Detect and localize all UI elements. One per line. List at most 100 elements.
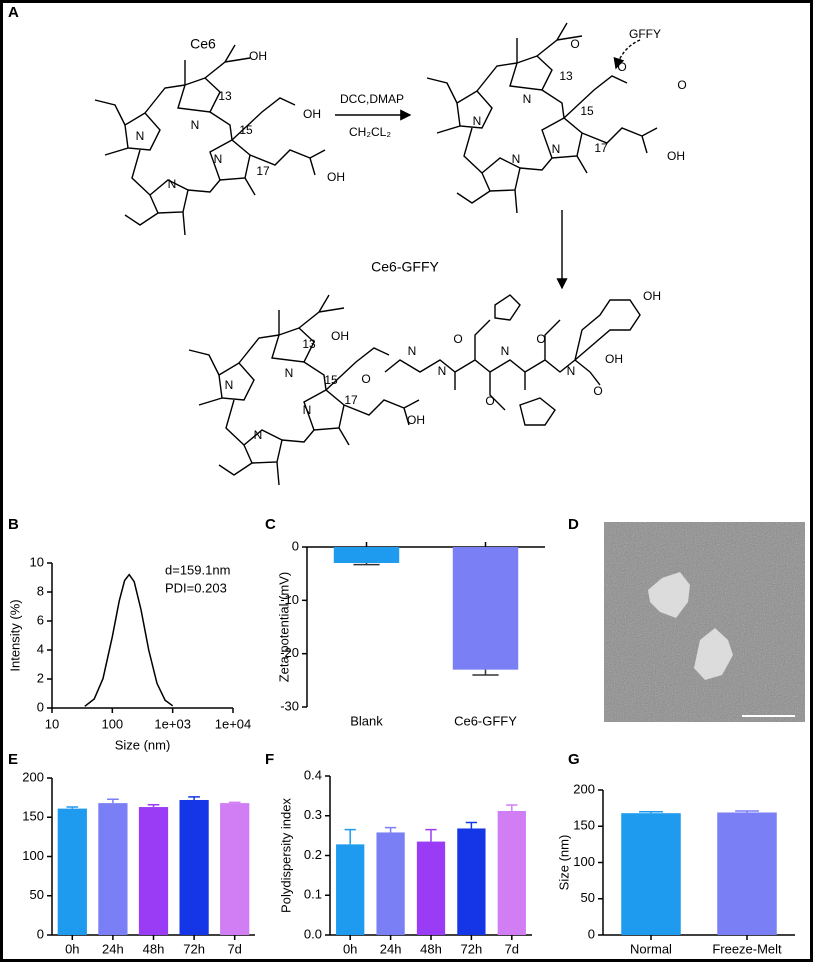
bond <box>456 190 491 204</box>
x-tick-label: Blank <box>350 713 383 728</box>
panel-label: E <box>8 751 18 768</box>
atom-label: 13 <box>302 337 316 351</box>
bond <box>281 429 315 443</box>
bond <box>231 97 296 141</box>
y-tick-label: 200 <box>573 781 595 796</box>
y-tick-label: 0.4 <box>304 767 322 782</box>
atom-label: 13 <box>218 89 232 103</box>
y-tick-label: 10 <box>30 554 44 569</box>
panel-label: B <box>8 516 19 533</box>
bar <box>57 808 87 935</box>
particle <box>648 572 690 618</box>
atom-label: 15 <box>239 123 253 137</box>
solvent: CH₂CL₂ <box>349 125 391 139</box>
bond <box>541 89 565 119</box>
atom-label: O <box>536 332 545 346</box>
bond <box>188 349 220 376</box>
error-bar <box>465 821 478 829</box>
bar <box>179 799 209 935</box>
atom-label: N <box>408 344 417 358</box>
bond <box>481 157 521 192</box>
panel-label: D <box>568 516 579 533</box>
bond <box>244 177 256 196</box>
bond <box>177 77 221 113</box>
bond <box>303 361 327 391</box>
bond <box>94 99 126 126</box>
x-tick-label: 100 <box>101 716 123 731</box>
bond <box>519 157 553 171</box>
annotation: d=159.1nm <box>165 562 230 577</box>
y-tick-label: 8 <box>37 583 44 598</box>
tem-noise <box>604 522 805 722</box>
atom-label: OH <box>605 352 623 366</box>
atom-label: N <box>567 364 576 378</box>
atom-label: N <box>438 364 447 378</box>
atom-label: N <box>191 118 200 132</box>
bond <box>426 77 458 104</box>
bond <box>271 327 315 363</box>
bar <box>220 803 250 935</box>
y-axis-label: Intensity (%) <box>7 599 22 671</box>
bond <box>198 397 223 406</box>
bond <box>204 44 251 79</box>
bond <box>187 179 221 193</box>
x-tick-label: Normal <box>630 941 672 956</box>
atom-label: OH <box>327 170 345 184</box>
x-tick-label: 0h <box>343 941 357 956</box>
bond <box>276 461 280 486</box>
peptide-bonds <box>384 294 641 426</box>
error-bar <box>147 803 160 808</box>
atom-label: 13 <box>559 69 573 83</box>
bar <box>416 841 446 935</box>
y-tick-label: 6 <box>37 612 44 627</box>
y-tick-label: 100 <box>573 854 595 869</box>
atom-label: N <box>254 428 263 442</box>
compound-name: Ce6-GFFY <box>371 259 439 275</box>
bond <box>325 347 390 391</box>
atom-label: N <box>512 152 521 166</box>
atom-label: 17 <box>256 164 270 178</box>
bond <box>509 55 553 91</box>
bond <box>514 189 518 214</box>
y-tick-label: -10 <box>280 592 299 607</box>
tem-image <box>604 522 805 722</box>
y-tick-label: 150 <box>22 809 44 824</box>
y-tick-label: -20 <box>280 645 299 660</box>
bond <box>124 212 159 226</box>
y-tick-label: 100 <box>22 848 44 863</box>
y-tick-label: 2 <box>37 670 44 685</box>
x-tick-label: Freeze-Melt <box>712 941 782 956</box>
bond <box>298 294 345 329</box>
atom-label: OH <box>667 149 685 163</box>
y-tick-label: 0.0 <box>304 926 322 941</box>
atom-label: N <box>285 366 294 380</box>
bond <box>338 427 350 446</box>
bar <box>621 813 681 935</box>
atom-label: 17 <box>344 393 358 407</box>
error-bar <box>639 811 663 814</box>
peptide-label: GFFY <box>629 27 661 41</box>
error-bar <box>344 828 356 845</box>
atom-label: OH <box>249 49 267 63</box>
y-tick-label: 0 <box>588 926 595 941</box>
y-tick-label: 50 <box>30 887 44 902</box>
reagent: DCC,DMAP <box>340 92 404 106</box>
panel-label: G <box>568 751 580 768</box>
x-tick-label: 1e+03 <box>154 716 191 731</box>
y-tick-label: 0.3 <box>304 807 322 822</box>
error-bar <box>228 801 241 804</box>
compound-name: Ce6 <box>190 36 216 52</box>
y-tick-label: 0.2 <box>304 847 322 862</box>
x-tick-label: 7d <box>505 941 519 956</box>
x-tick-label: 72h <box>461 941 483 956</box>
bar <box>452 547 519 670</box>
atom-label: 15 <box>324 373 338 387</box>
data-line <box>84 573 174 707</box>
y-tick-label: 0.1 <box>304 887 322 902</box>
bond <box>563 75 628 119</box>
atom-label: N <box>303 403 312 417</box>
bar <box>333 547 400 563</box>
atom-label: OH <box>303 107 321 121</box>
x-tick-label: 24h <box>380 941 402 956</box>
